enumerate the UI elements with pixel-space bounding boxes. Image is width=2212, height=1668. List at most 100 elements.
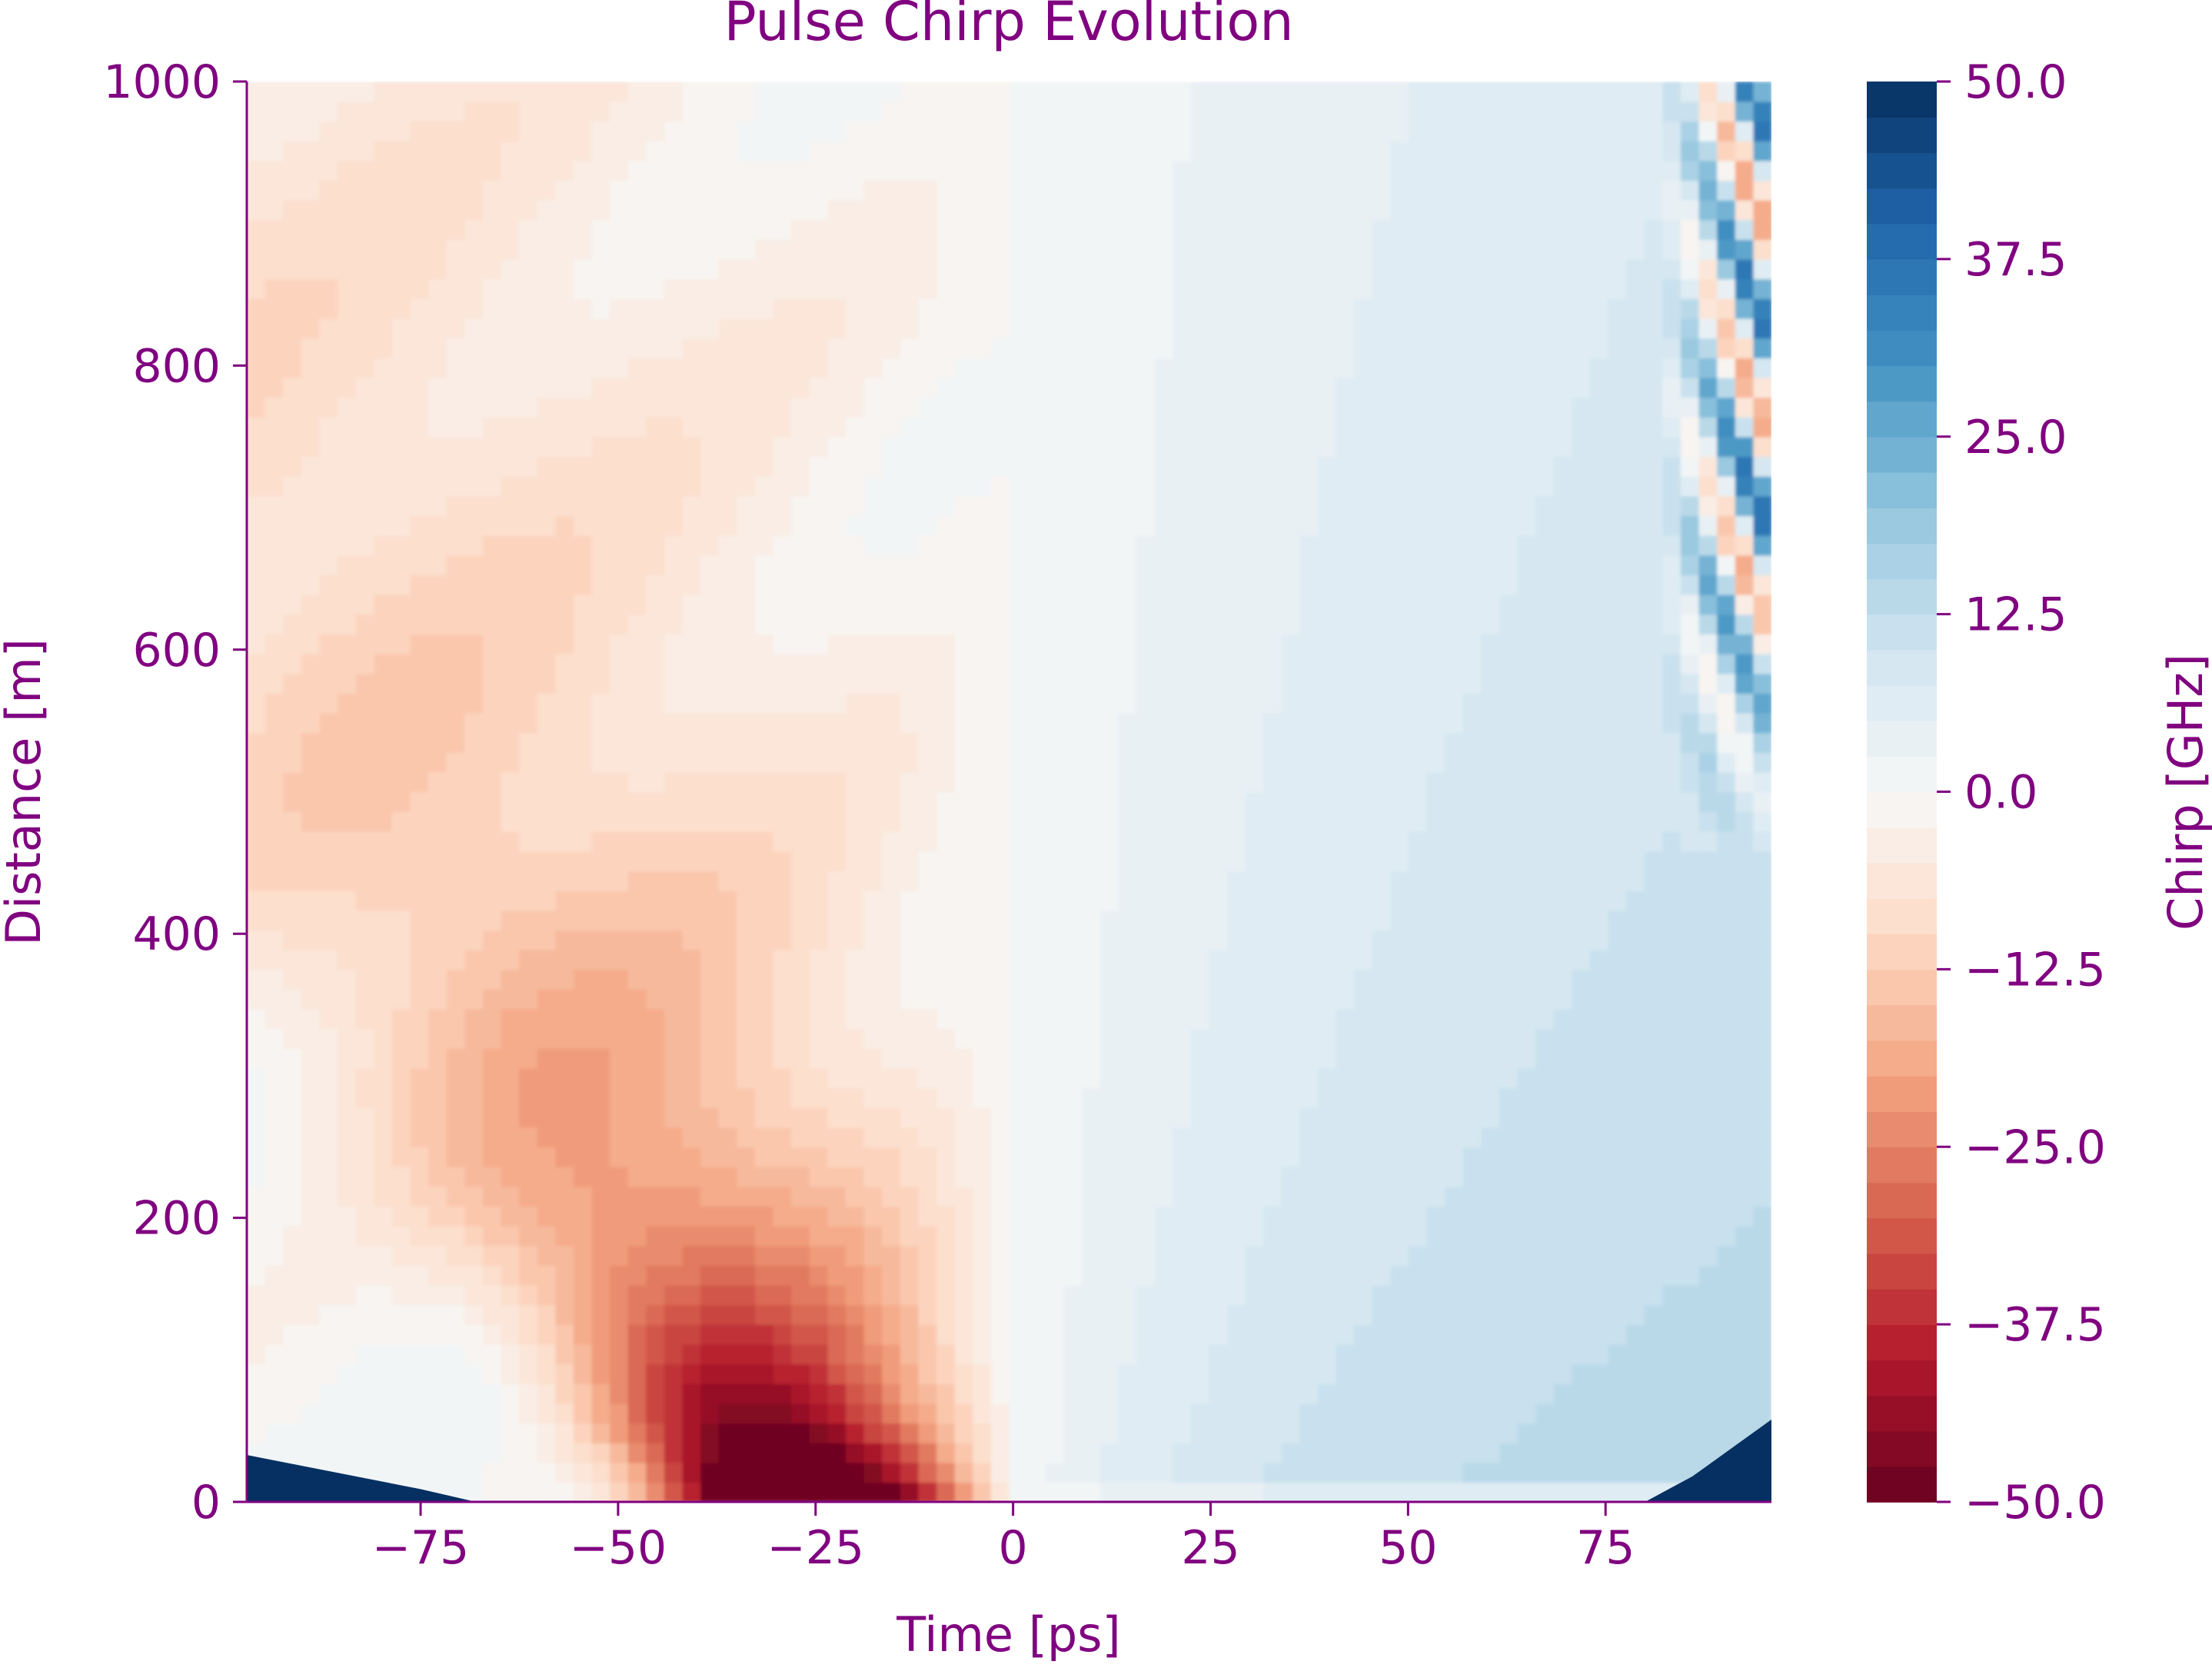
contour-cell <box>1662 1008 1681 1030</box>
contour-cell <box>1481 1047 1500 1069</box>
contour-cell <box>1462 831 1482 852</box>
contour-cell <box>682 1304 701 1325</box>
contour-cell <box>1317 1186 1337 1207</box>
contour-cell <box>1263 1127 1282 1148</box>
contour-cell <box>1136 436 1156 458</box>
contour-cell <box>954 732 974 753</box>
contour-cell <box>1172 1206 1192 1227</box>
contour-cell <box>1644 890 1664 911</box>
contour-cell <box>1317 831 1337 852</box>
contour-cell <box>1680 1383 1700 1404</box>
contour-cell <box>501 851 520 871</box>
contour-cell <box>1281 574 1301 595</box>
contour-cell <box>1299 732 1319 753</box>
contour-cell <box>627 1028 647 1049</box>
contour-cell <box>1626 1225 1645 1247</box>
contour-cell <box>1099 949 1119 971</box>
contour-cell <box>555 1147 574 1167</box>
contour-cell <box>1572 1087 1591 1108</box>
contour-cell <box>1644 377 1664 398</box>
contour-cell <box>918 594 937 615</box>
contour-cell <box>700 535 720 556</box>
contour-cell <box>1226 771 1246 793</box>
contour-cell <box>610 1363 629 1384</box>
contour-cell <box>446 1206 466 1227</box>
contour-cell <box>1680 1186 1700 1207</box>
contour-cell <box>1589 1127 1609 1148</box>
contour-cell <box>391 890 411 911</box>
contour-cell <box>755 989 774 1010</box>
contour-cell <box>700 811 720 832</box>
contour-cell <box>1572 1383 1591 1404</box>
contour-cell <box>446 1225 466 1247</box>
contour-cell <box>773 653 793 674</box>
contour-cell <box>464 1482 484 1502</box>
contour-cell <box>464 910 484 931</box>
contour-cell <box>954 574 974 595</box>
contour-cell <box>537 1008 557 1030</box>
contour-cell <box>247 752 266 773</box>
contour-cell <box>1009 653 1028 674</box>
contour-cell <box>1336 436 1355 458</box>
contour-cell <box>464 1284 484 1306</box>
contour-cell <box>954 771 974 793</box>
contour-cell <box>846 693 865 714</box>
contour-cell <box>863 1107 883 1128</box>
contour-cell <box>374 910 393 931</box>
contour-cell <box>1408 1324 1428 1345</box>
contour-cell <box>1354 1304 1373 1325</box>
contour-cell <box>1372 1403 1392 1424</box>
contour-cell <box>1517 1383 1536 1404</box>
contour-cell <box>737 1107 756 1128</box>
contour-cell <box>1081 397 1101 418</box>
contour-cell <box>627 1206 647 1227</box>
contour-cell <box>936 338 956 358</box>
contour-cell <box>1626 1047 1645 1069</box>
contour-cell <box>682 1047 701 1069</box>
contour-cell <box>1644 732 1664 753</box>
contour-cell <box>1572 1186 1591 1207</box>
contour-cell <box>410 930 429 951</box>
contour-cell <box>591 1127 610 1148</box>
contour-cell <box>1281 1462 1301 1483</box>
contour-cell <box>1499 338 1518 358</box>
contour-cell <box>1009 456 1028 477</box>
contour-cell <box>1644 1225 1664 1247</box>
contour-cell <box>501 397 520 418</box>
contour-cell <box>1445 1284 1464 1306</box>
contour-cell <box>1499 436 1518 458</box>
contour-cell <box>1099 1225 1119 1247</box>
contour-cell <box>1408 871 1428 891</box>
contour-cell <box>1172 594 1192 615</box>
contour-cell <box>355 614 375 635</box>
contour-cell <box>573 1403 593 1424</box>
contour-cell <box>718 1206 738 1227</box>
contour-cell <box>1045 1462 1065 1483</box>
contour-cell <box>1263 417 1282 438</box>
contour-cell <box>446 989 466 1010</box>
contour-cell <box>700 1107 720 1128</box>
contour-cell <box>918 1324 937 1345</box>
contour-cell <box>1081 1028 1101 1049</box>
contour-cell <box>1753 1087 1771 1108</box>
contour-cell <box>283 634 302 654</box>
contour-cell <box>1390 1363 1409 1384</box>
contour-cell <box>591 791 610 812</box>
contour-cell <box>1589 1443 1609 1463</box>
contour-cell <box>501 338 520 358</box>
contour-cell <box>519 515 538 536</box>
contour-cell <box>827 1047 847 1069</box>
contour-cell <box>1408 634 1428 654</box>
contour-cell <box>1680 1087 1700 1108</box>
contour-cell <box>355 318 375 339</box>
contour-cell <box>1499 693 1518 714</box>
contour-cell <box>610 811 629 832</box>
contour-cell <box>990 673 1010 694</box>
contour-cell <box>1226 417 1246 438</box>
contour-cell <box>827 318 847 339</box>
contour-cell <box>1499 1225 1518 1247</box>
contour-cell <box>464 673 484 694</box>
contour-cell <box>247 318 266 339</box>
contour-cell <box>882 338 901 358</box>
contour-cell <box>737 1363 756 1384</box>
